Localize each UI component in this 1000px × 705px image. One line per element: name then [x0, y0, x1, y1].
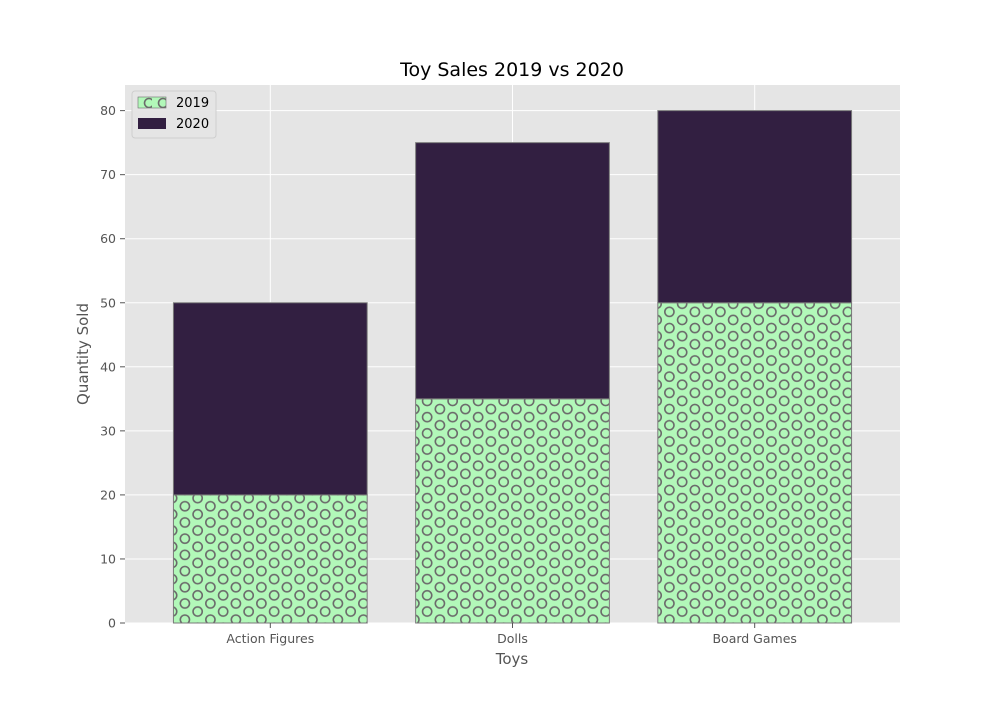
bar-2019-board-games	[657, 302, 853, 624]
y-tick-label: 30	[100, 423, 116, 438]
chart-title: Toy Sales 2019 vs 2020	[399, 59, 624, 81]
x-tick-label: Board Games	[712, 631, 796, 646]
y-axis-label: Quantity Sold	[74, 303, 92, 405]
legend: 2019 2020	[131, 90, 217, 139]
y-tick-label: 40	[100, 359, 116, 374]
x-axis-ticks: Action Figures Dolls Board Games	[226, 623, 797, 646]
x-tick-label: Action Figures	[226, 631, 314, 646]
x-tick-label: Dolls	[497, 631, 528, 646]
legend-label-2019: 2019	[176, 96, 209, 111]
bar-2020-dolls	[415, 142, 610, 400]
y-tick-label: 20	[100, 487, 116, 502]
legend-swatch-2020	[138, 118, 166, 129]
y-tick-label: 50	[100, 295, 116, 310]
y-tick-label: 60	[100, 231, 116, 246]
bar-2019-dolls	[415, 398, 610, 624]
bar-2020-board-games	[657, 110, 853, 304]
y-tick-label: 10	[100, 551, 116, 566]
y-tick-label: 80	[100, 103, 116, 118]
legend-label-2020: 2020	[176, 117, 209, 132]
y-axis-ticks: 0 10 20 30 40 50 60 70 80	[100, 103, 125, 631]
x-axis-label: Toys	[495, 650, 529, 668]
bar-2019-action-figures	[172, 494, 368, 624]
legend-swatch-2019	[137, 96, 167, 109]
bars	[172, 110, 853, 624]
y-tick-label: 70	[100, 167, 116, 182]
bar-2020-action-figures	[172, 302, 368, 496]
y-tick-label: 0	[108, 616, 116, 631]
